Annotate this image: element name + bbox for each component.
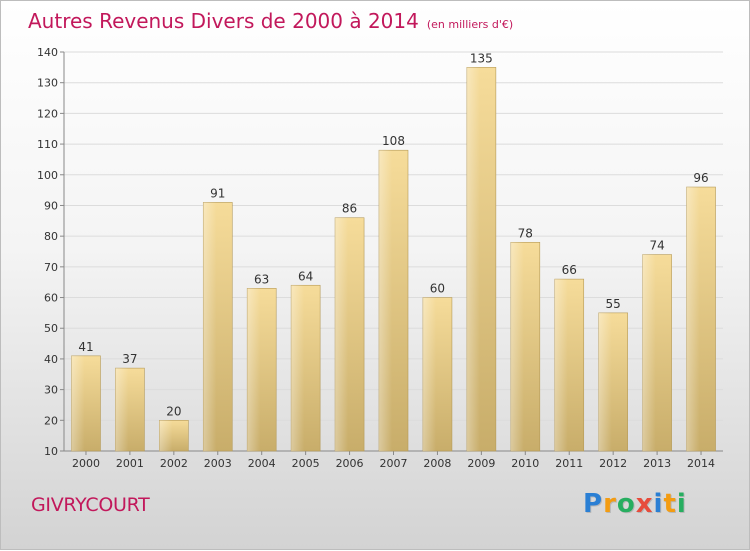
logo-letter: i [676,489,687,519]
x-tick-label: 2008 [423,457,451,470]
bar-highlight [335,217,349,451]
y-tick-label: 60 [44,292,58,305]
chart-unit: (en milliers d'€) [426,18,514,31]
bar-value-label: 63 [254,272,269,286]
bar-highlight [203,202,217,451]
y-tick-label: 40 [44,353,58,366]
bar-highlight [686,187,700,452]
x-tick-label: 2006 [336,457,364,470]
logo-letter: i [653,489,664,519]
bar-value-label: 60 [430,282,445,296]
y-tick-label: 110 [37,138,58,151]
bar-value-label: 37 [122,352,137,366]
logo-letter: t [663,489,677,519]
bar-highlight [379,150,393,451]
bar-highlight [247,288,261,451]
y-tick-label: 10 [44,445,58,458]
y-tick-label: 120 [37,107,58,120]
bar-highlight [422,297,436,451]
x-tick-label: 2004 [248,457,276,470]
bar-highlight [466,67,480,451]
x-tick-label: 2009 [467,457,495,470]
x-tick-label: 2010 [511,457,539,470]
y-tick-label: 140 [37,46,58,59]
bar-highlight [291,285,305,451]
bar-value-label: 74 [649,239,664,253]
x-tick-label: 2012 [599,457,627,470]
y-tick-label: 30 [44,384,58,397]
chart-title: Autres Revenus Divers de 2000 à 2014 (en … [28,9,513,33]
y-tick-label: 100 [37,169,58,182]
bar-highlight [642,254,656,451]
logo-letter: r [603,489,617,519]
bar-highlight [159,420,173,451]
x-tick-label: 2002 [160,457,188,470]
bar-value-label: 96 [693,171,708,185]
bars [71,67,716,452]
y-tick-label: 20 [44,414,58,427]
y-tick-label: 70 [44,261,58,274]
bar-value-label: 78 [518,226,533,240]
y-tick-label: 80 [44,230,58,243]
logo-letter: o [616,489,636,519]
bar-value-label: 108 [382,134,405,148]
x-tick-label: 2000 [72,457,100,470]
commune-name: GIVRYCOURT [31,494,150,516]
bar-value-label: 41 [78,340,93,354]
bar-value-label: 66 [562,263,577,277]
bar-highlight [71,355,85,451]
y-tick-label: 50 [44,322,58,335]
bar-highlight [115,368,129,451]
bar-value-label: 20 [166,404,181,418]
bar-value-label: 91 [210,186,225,200]
x-tick-label: 2007 [380,457,408,470]
logo-letter: P [583,489,604,519]
bar-highlight [510,242,524,451]
bar-highlight [554,279,568,451]
chart-title-text: Autres Revenus Divers de 2000 à 2014 [28,9,419,33]
y-tick-label: 90 [44,199,58,212]
x-tick-label: 2003 [204,457,232,470]
x-tick-label: 2001 [116,457,144,470]
x-tick-label: 2005 [292,457,320,470]
bar-highlight [598,312,612,451]
x-tick-label: 2013 [643,457,671,470]
logo-letter: x [635,489,654,519]
x-tick-label: 2014 [687,457,715,470]
y-tick-label: 130 [37,77,58,90]
proxiti-logo: Proxiti [583,489,687,519]
bar-value-label: 64 [298,269,313,283]
bar-value-label: 86 [342,202,357,216]
bar-value-label: 55 [606,297,621,311]
bar-value-label: 135 [470,51,493,65]
labels: 10 20 30 40 50 60 70 80 90 100 110 120 130 140 41 2000 3… [37,46,715,470]
x-tick-label: 2011 [555,457,583,470]
